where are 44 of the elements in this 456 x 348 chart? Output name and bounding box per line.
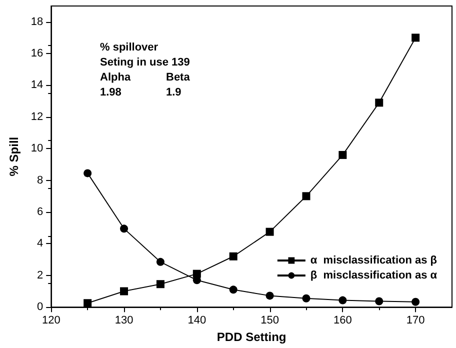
point	[412, 298, 420, 306]
annotation: Beta	[166, 72, 191, 84]
y-tick-label: 4	[37, 238, 44, 250]
x-tick-label: 160	[333, 314, 352, 327]
x-axis-title: PDD Setting	[216, 330, 286, 344]
point	[120, 224, 128, 233]
point	[302, 294, 310, 302]
y-tick-label: 16	[30, 48, 44, 60]
point	[156, 280, 164, 288]
annotation: % spillover	[100, 42, 159, 54]
annotation: Seting in use 139	[100, 56, 190, 68]
point	[375, 98, 384, 107]
point	[266, 292, 274, 300]
legend-label: β misclassification as α	[310, 270, 438, 282]
y-tick-label: 12	[30, 110, 44, 123]
point	[120, 287, 128, 296]
y-tick-label: 18	[30, 16, 44, 28]
point	[84, 169, 92, 178]
y-tick-label: 2	[37, 269, 44, 282]
point	[84, 299, 92, 308]
y-tick-label: 6	[37, 206, 44, 218]
annotation: 1.98	[100, 86, 122, 98]
point	[338, 296, 347, 304]
y-tick-label: 8	[37, 174, 44, 186]
x-tick-label: 140	[188, 314, 206, 327]
x-tick-label: 120	[42, 314, 60, 327]
y-tick-label: 10	[30, 142, 44, 155]
legend-label: α misclassification as β	[310, 254, 438, 266]
point	[156, 258, 164, 266]
point	[266, 228, 274, 236]
point	[375, 297, 384, 306]
point	[412, 34, 420, 42]
annotation: Alpha	[100, 72, 132, 84]
x-tick-label: 150	[260, 314, 279, 327]
point	[338, 150, 347, 159]
y-tick-label: 14	[30, 79, 44, 92]
annotation: 1.9	[166, 86, 182, 98]
y-tick-label: 0	[37, 301, 44, 314]
y-axis-title: % Spill	[7, 136, 21, 176]
point	[229, 286, 238, 294]
x-tick-label: 170	[406, 314, 425, 327]
x-tick-label: 130	[114, 314, 134, 327]
point	[229, 252, 238, 260]
point	[302, 192, 310, 200]
